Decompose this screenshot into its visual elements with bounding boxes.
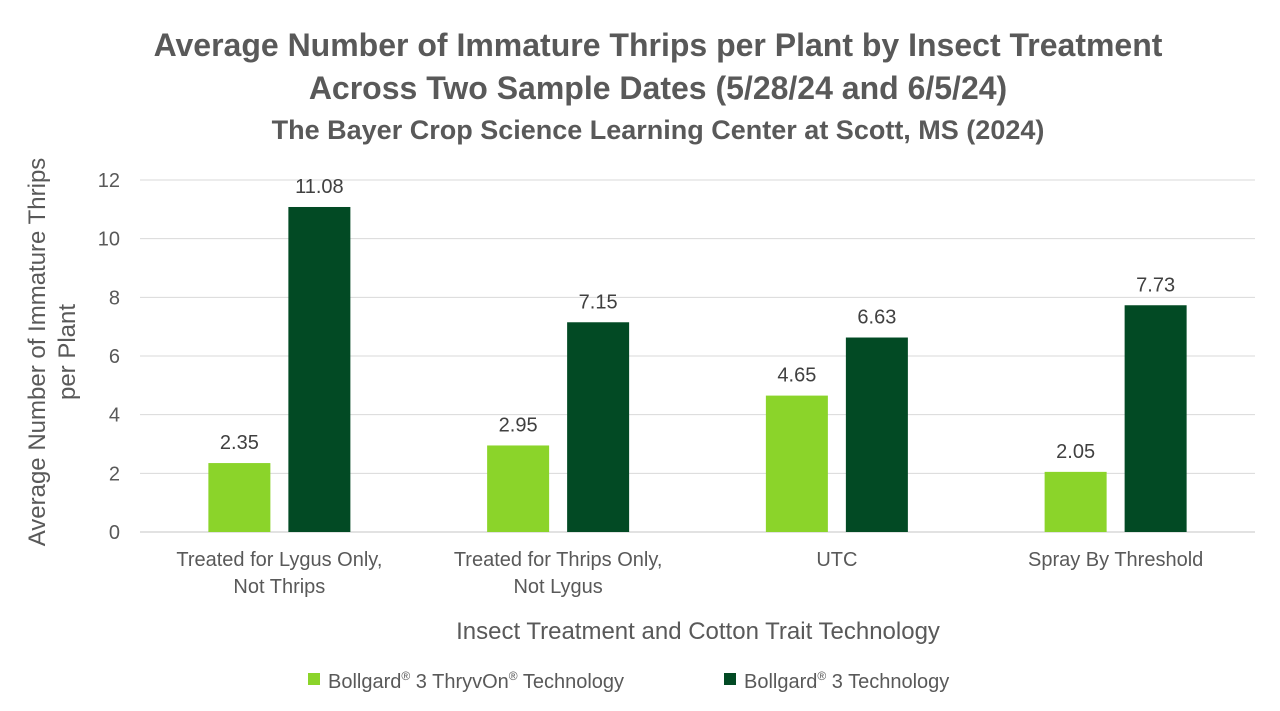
x-axis-title: Insect Treatment and Cotton Trait Techno… [456, 618, 940, 645]
bar [1044, 471, 1107, 532]
y-axis-title-text: Average Number of Immature Thrips per Pla… [24, 158, 81, 547]
data-label: 7.15 [579, 291, 618, 313]
y-tick-label: 4 [109, 405, 120, 427]
legend-swatch [724, 673, 736, 685]
x-tick-label: Not Lygus [513, 576, 602, 598]
data-label: 7.73 [1136, 274, 1175, 296]
chart-title: Average Number of Immature Thrips per Pl… [154, 27, 1163, 106]
x-tick-label: UTC [816, 549, 857, 571]
y-axis-ticks: 0 2 4 6 8 10 12 [98, 170, 120, 544]
y-tick-label: 10 [98, 229, 120, 251]
x-axis-categories: Treated for Lygus Only, Not Thrips Treated… [176, 549, 1203, 598]
data-label: 2.05 [1056, 441, 1095, 463]
data-label: 6.63 [857, 307, 896, 329]
y-tick-label: 0 [109, 522, 120, 544]
bar [1124, 305, 1187, 532]
chart-title-line: Average Number of Immature Thrips per Pl… [154, 27, 1163, 63]
bar [288, 206, 351, 532]
bar [567, 322, 630, 532]
bars [208, 206, 1187, 532]
legend-swatch [308, 673, 320, 685]
x-tick-label: Spray By Threshold [1028, 549, 1203, 571]
data-label: 2.95 [499, 414, 538, 436]
legend: Bollgard® 3 ThryvOn® Technology Bollgard®… [308, 669, 949, 693]
bar [765, 395, 828, 532]
bar [208, 463, 271, 532]
legend-label: Bollgard® 3 ThryvOn® Technology [328, 669, 624, 693]
chart-title-line: Across Two Sample Dates (5/28/24 and 6/5… [309, 70, 1007, 106]
data-label: 2.35 [220, 432, 259, 454]
y-tick-label: 2 [109, 463, 120, 485]
bar [487, 445, 550, 532]
x-tick-label: Not Thrips [233, 576, 325, 598]
data-labels: 2.35 11.08 2.95 7.15 4.65 6.63 2.05 7.73 [220, 176, 1175, 463]
legend-label: Bollgard® 3 Technology [744, 669, 949, 693]
bar [845, 337, 908, 532]
y-tick-label: 6 [109, 346, 120, 368]
y-tick-label: 12 [98, 170, 120, 192]
chart-subtitle: The Bayer Crop Science Learning Center a… [272, 115, 1045, 145]
y-axis-title: Average Number of Immature Thrips per Pla… [24, 158, 81, 547]
x-tick-label: Treated for Thrips Only, [454, 549, 663, 571]
x-tick-label: Treated for Lygus Only, [176, 549, 382, 571]
data-label: 11.08 [295, 176, 344, 198]
data-label: 4.65 [777, 365, 816, 387]
y-tick-label: 8 [109, 287, 120, 309]
